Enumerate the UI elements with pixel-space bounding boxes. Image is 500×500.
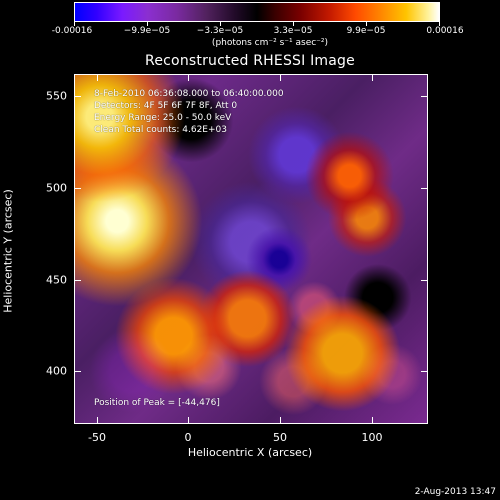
x-axis-label: Heliocentric X (arcsec) — [187, 446, 313, 459]
colorbar-label: -0.00016 — [51, 26, 93, 36]
y-axis-label: Heliocentric Y (arcsec) — [1, 189, 15, 313]
x-axis-top-tick — [280, 74, 281, 81]
y-axis-tick — [74, 371, 81, 372]
x-axis-tick — [280, 417, 281, 424]
y-axis-tick — [74, 96, 81, 97]
colorbar-label: 3.3e−05 — [273, 26, 313, 36]
detector-info: Detectors: 4F 5F 6F 7F 8F, Att 0 — [94, 101, 238, 111]
colorbar-gradient — [75, 3, 439, 21]
rhessi-image-panel — [74, 74, 428, 424]
colorbar-tick — [220, 22, 221, 26]
y-tick-label: 400 — [46, 364, 67, 378]
x-axis-top-tick — [372, 74, 373, 81]
x-tick-label: 50 — [273, 431, 287, 444]
colorbar-label: −9.9e−05 — [123, 26, 171, 36]
x-axis-tick — [188, 417, 189, 424]
y-axis-right-tick — [421, 280, 428, 281]
y-axis-right-tick — [421, 188, 428, 189]
colorbar-label: −3.3e−05 — [196, 26, 244, 36]
observation-time: 8-Feb-2010 06:36:08.000 to 06:40:00.000 — [94, 89, 284, 99]
y-tick-label: 450 — [46, 273, 67, 287]
energy-range: Energy Range: 25.0 - 50.0 keV — [94, 113, 232, 123]
rhessi-image-heatmap — [75, 75, 427, 423]
colorbar-tick — [147, 22, 148, 26]
colorbar-label: 0.00016 — [426, 26, 464, 36]
generated-timestamp: 2-Aug-2013 13:47 — [414, 487, 496, 497]
x-tick-label: 0 — [184, 431, 192, 444]
colorbar-tick — [293, 22, 294, 26]
colorbar-tick — [439, 22, 440, 26]
x-axis-top-tick — [97, 74, 98, 81]
x-tick-label: 100 — [361, 431, 383, 444]
x-axis-top-tick — [188, 74, 189, 81]
colorbar-label: 9.9e−05 — [346, 26, 386, 36]
colorbar-units: (photons cm⁻² s⁻¹ asec⁻²) — [211, 38, 329, 48]
y-axis-right-tick — [421, 371, 428, 372]
y-tick-label: 500 — [46, 181, 67, 195]
peak-position: Position of Peak = [-44,476] — [94, 398, 220, 408]
colorbar — [74, 2, 440, 22]
plot-title: Reconstructed RHESSI Image — [145, 53, 355, 69]
colorbar-tick — [366, 22, 367, 26]
y-axis-tick — [74, 280, 81, 281]
y-axis-right-tick — [421, 96, 428, 97]
colorbar-tick — [74, 22, 75, 26]
y-axis-tick — [74, 188, 81, 189]
x-axis-tick — [372, 417, 373, 424]
x-axis-tick — [97, 417, 98, 424]
y-tick-label: 550 — [46, 89, 67, 103]
x-tick-label: -50 — [88, 431, 106, 444]
clean-counts: Clean Total counts: 4.62E+03 — [94, 125, 227, 135]
